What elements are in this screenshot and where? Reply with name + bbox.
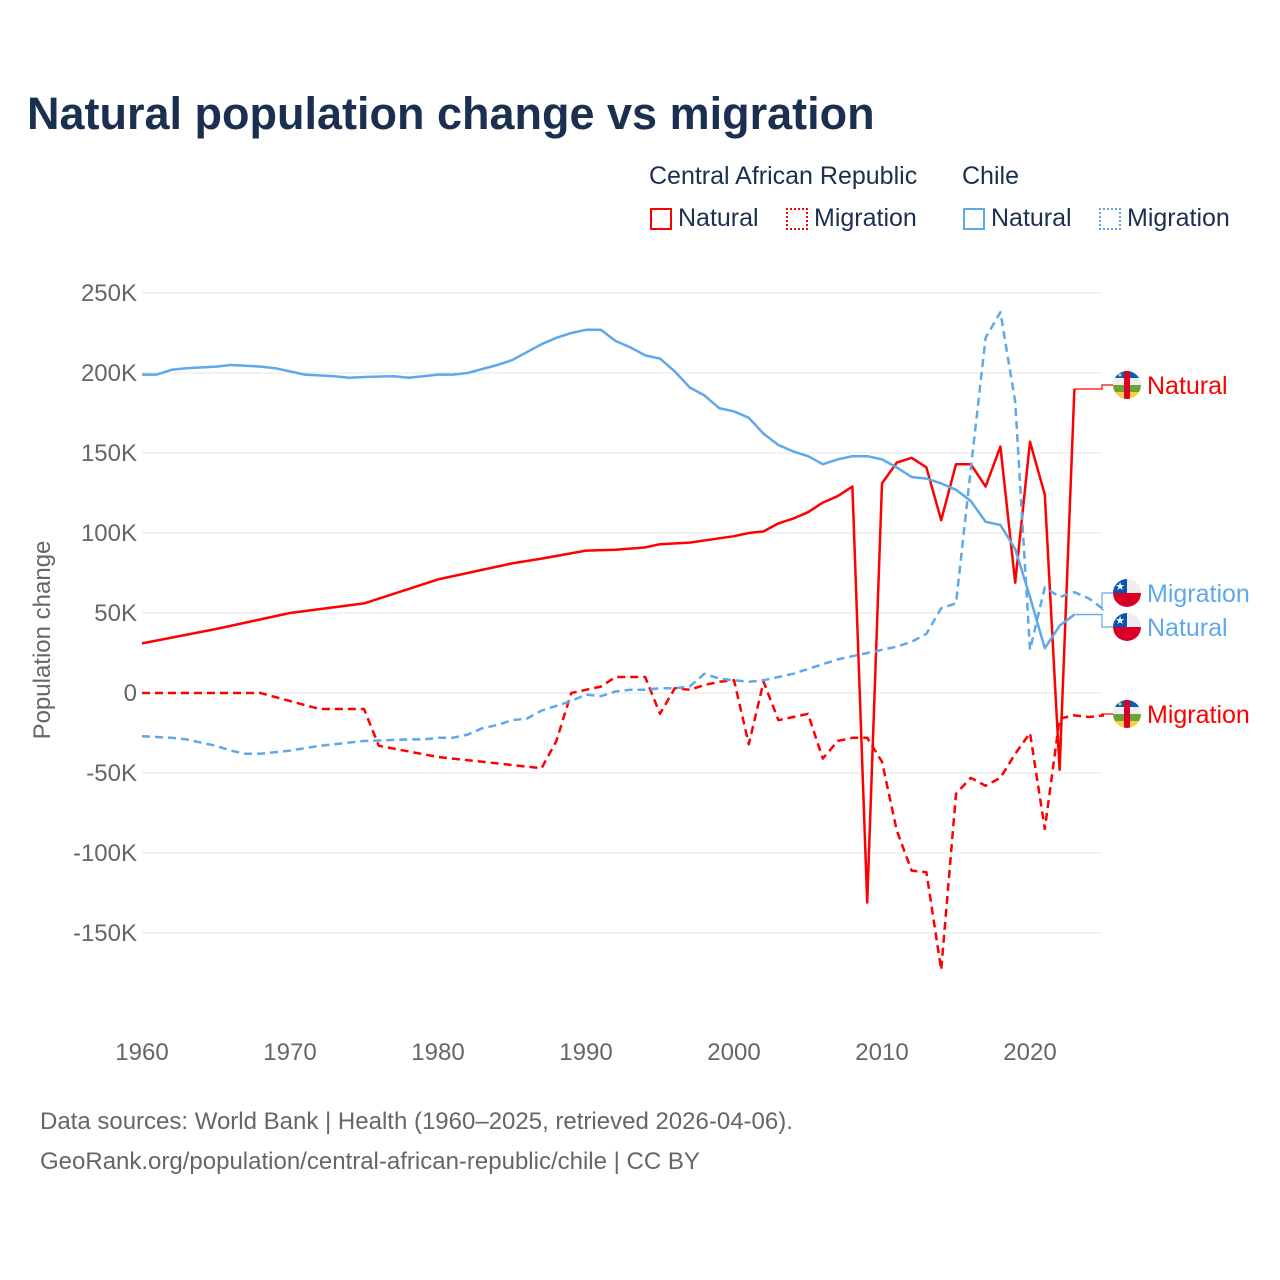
x-tick-label: 1980	[411, 1039, 464, 1066]
car-flag-icon	[1113, 371, 1141, 399]
chile-flag-icon	[1113, 613, 1141, 641]
legend-label: Natural	[991, 204, 1072, 232]
y-tick-label: 200K	[81, 360, 137, 387]
y-tick-label: 250K	[81, 280, 137, 307]
y-tick-label: 0	[124, 680, 137, 707]
series-line-chile-natural[interactable]	[142, 328, 1076, 650]
x-tick-label: 1990	[559, 1039, 612, 1066]
legend-label: Natural	[678, 204, 759, 232]
y-tick-label: 150K	[81, 440, 137, 467]
legend-swatch-solid-blue	[963, 207, 985, 230]
series-end-label: Migration	[1147, 580, 1250, 608]
x-tick-label: 2010	[855, 1039, 908, 1066]
series-end-label: Natural	[1147, 372, 1228, 400]
x-tick-label: 1970	[263, 1039, 316, 1066]
car-flag-icon	[1113, 700, 1141, 728]
chile-flag-icon	[1113, 579, 1141, 607]
footer-url[interactable]: GeoRank.org/population/central-african-r…	[40, 1148, 700, 1175]
x-tick-label: 2020	[1003, 1039, 1056, 1066]
series-line-central-african-republic-migration[interactable]	[142, 675, 1105, 972]
series-end-label: Migration	[1147, 701, 1250, 729]
legend-group-chile: Chile	[962, 162, 1019, 190]
series-end-label: Natural	[1147, 614, 1228, 642]
y-axis-label: Population change	[29, 541, 56, 740]
series-line-chile-migration[interactable]	[141, 310, 1105, 756]
label-connector	[1074, 384, 1113, 390]
y-tick-label: -50K	[86, 760, 137, 787]
legend-swatch-dotted-red	[786, 207, 808, 230]
legend-label: Migration	[814, 204, 917, 232]
legend-group-car: Central African Republic	[649, 162, 918, 190]
legend-swatch-dotted-blue	[1099, 207, 1121, 230]
y-tick-label: 50K	[94, 600, 137, 627]
legend-item-car-migration[interactable]: Migration	[786, 204, 917, 233]
series-line-central-african-republic-natural[interactable]	[141, 388, 1076, 904]
x-tick-label: 2000	[707, 1039, 760, 1066]
legend-label: Migration	[1127, 204, 1230, 232]
legend-item-chile-migration[interactable]: Migration	[1099, 204, 1230, 233]
legend-swatch-solid-red	[650, 207, 672, 230]
label-connector	[1101, 592, 1113, 611]
y-tick-label: -150K	[73, 920, 137, 947]
legend-item-chile-natural[interactable]: Natural	[963, 204, 1072, 233]
footer-sources: Data sources: World Bank | Health (1960–…	[40, 1108, 793, 1135]
y-tick-label: 100K	[81, 520, 137, 547]
chart-title: Natural population change vs migration	[27, 88, 875, 139]
x-tick-label: 1960	[115, 1039, 168, 1066]
label-connector	[1074, 614, 1113, 628]
label-connector	[1101, 713, 1113, 716]
y-tick-label: -100K	[73, 840, 137, 867]
legend-item-car-natural[interactable]: Natural	[650, 204, 759, 233]
